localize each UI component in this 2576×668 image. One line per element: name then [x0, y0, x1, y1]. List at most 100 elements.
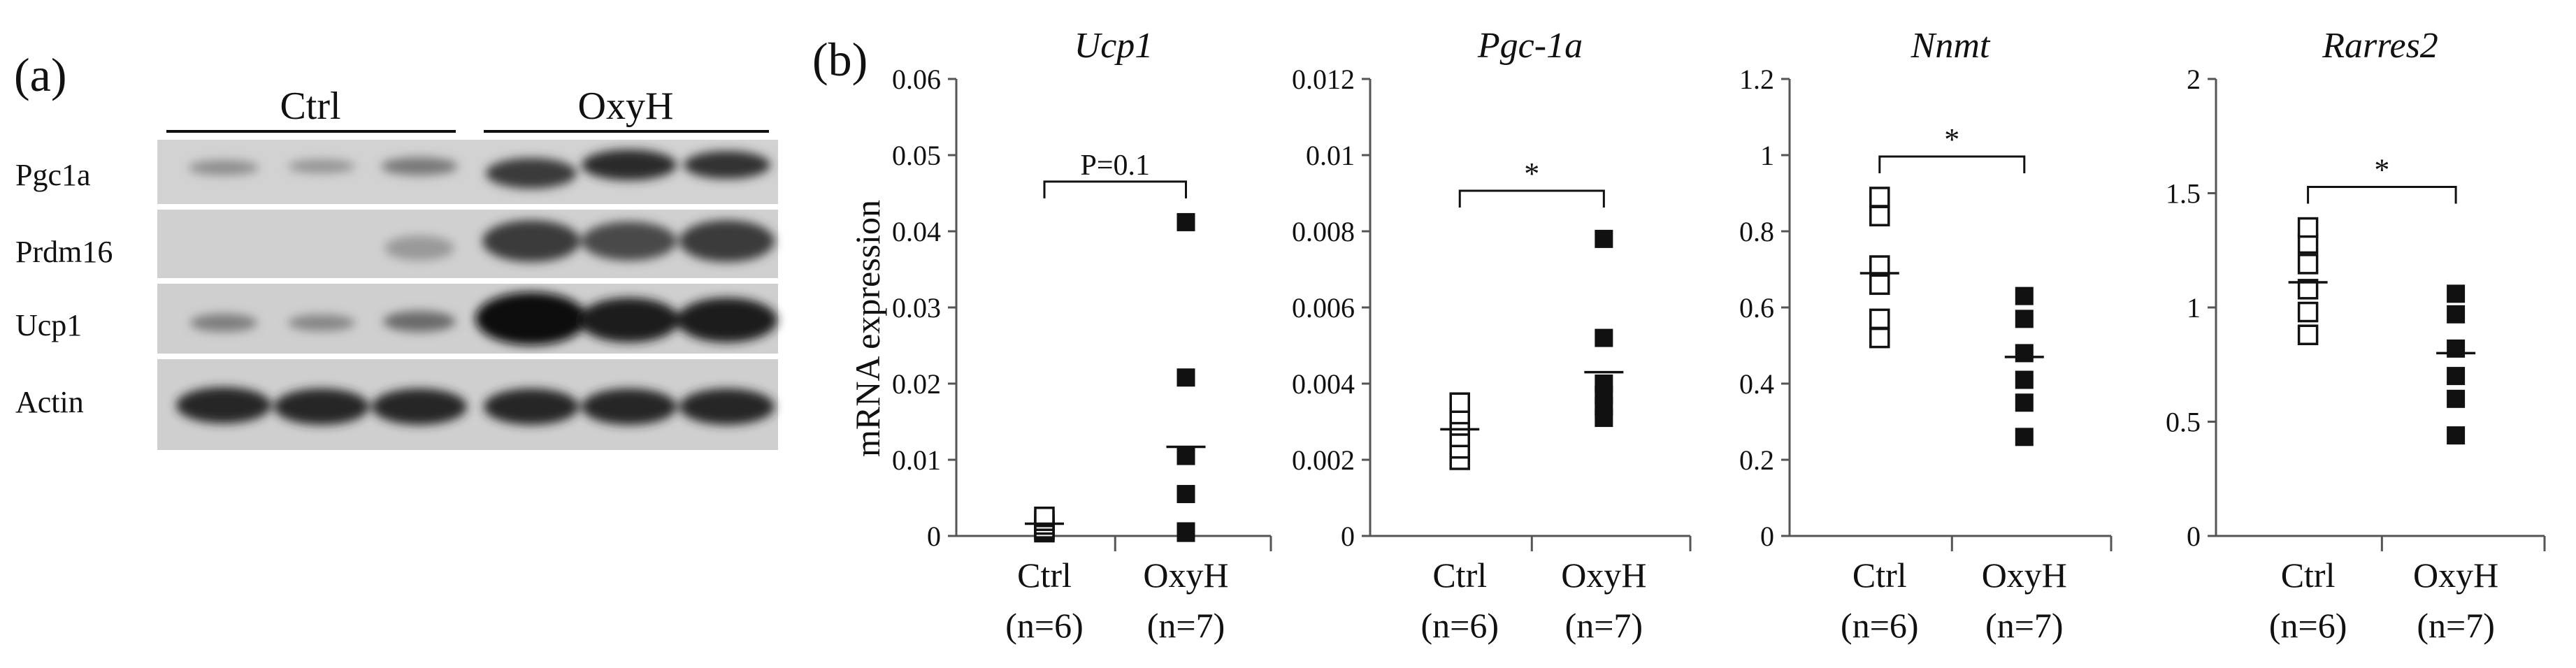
y-tick-label: 0.008	[1292, 216, 1355, 247]
category-n-label: (n=6)	[1420, 606, 1499, 645]
category-n-label: (n=7)	[1565, 606, 1643, 645]
significance-label: *	[1524, 157, 1539, 191]
panel-b-label: (b)	[812, 33, 868, 86]
category-label: OxyH	[2413, 556, 2498, 595]
data-point-open-square	[2297, 254, 2319, 275]
y-tick-label: 0	[1341, 521, 1355, 552]
data-point-filled-square	[1177, 522, 1195, 541]
y-axis-label: mRNA expression	[848, 200, 887, 457]
band	[176, 387, 271, 423]
band	[189, 160, 259, 175]
blot-row-label-pgc1a: Pgc1a	[15, 158, 91, 192]
significance-label: P=0.1	[1080, 150, 1150, 182]
significance-bracket	[1458, 189, 1605, 208]
significance-label: *	[1944, 122, 1959, 157]
western-blot-panel: (a) Ctrl OxyH Pgc1a Prdm16 Ucp1 Actin	[14, 48, 778, 450]
y-tick-label: 0.002	[1292, 444, 1355, 476]
data-point-open-square	[1869, 205, 1890, 226]
data-point-open-square	[2297, 217, 2319, 238]
blot-row-label-actin: Actin	[15, 385, 84, 419]
y-tick-label: 1	[1760, 140, 1774, 171]
y-tick-label: 0	[927, 521, 941, 552]
data-point-filled-square	[2015, 393, 2034, 412]
band	[579, 298, 679, 342]
y-tick-label: 2	[2187, 64, 2201, 95]
y-tick-label: 0	[1760, 521, 1774, 552]
y-tick-label: 0.2	[1739, 444, 1774, 476]
significance-bracket	[2307, 186, 2457, 204]
chart-ucp1: 0 0.01 0.02 0.03 0.04 0.05 0.06 Ucp1 Ctrl (n=6) Ox…	[892, 26, 1272, 645]
y-tick-label: 0.01	[892, 444, 941, 476]
band	[679, 220, 775, 262]
category-n-label: (n=6)	[2269, 606, 2347, 645]
data-point-filled-square	[2447, 339, 2466, 358]
data-point-filled-square	[2447, 305, 2466, 324]
significance-label: *	[2374, 153, 2389, 187]
chart-rarres2: 0 0.5 1 1.5 2 Rarres2 Ctrl (n=6) OxyH (n=7) *	[2166, 26, 2546, 645]
band	[679, 389, 775, 425]
category-label: OxyH	[1143, 556, 1228, 595]
data-point-filled-square	[1177, 446, 1195, 465]
significance-bracket	[1878, 155, 2026, 173]
significance-bracket	[1043, 180, 1187, 198]
band	[684, 151, 770, 179]
y-tick-label: 0.06	[892, 64, 941, 95]
category-n-label: (n=6)	[1005, 606, 1084, 645]
band	[274, 389, 369, 425]
category-n-label: (n=6)	[1841, 606, 1919, 645]
y-tick-label: 0.4	[1739, 368, 1774, 400]
band	[486, 158, 577, 189]
band	[372, 389, 467, 425]
data-point-filled-square	[2015, 286, 2034, 305]
y-tick-label: 1.5	[2166, 178, 2201, 210]
data-point-filled-square	[1595, 328, 1613, 347]
chart-title: Rarres2	[2322, 26, 2438, 66]
band	[582, 389, 677, 425]
band	[484, 389, 579, 425]
data-point-open-square	[2297, 324, 2319, 345]
y-tick-label: 1	[2187, 292, 2201, 324]
y-tick-label: 0.004	[1292, 368, 1355, 400]
data-point-filled-square	[2447, 389, 2466, 408]
data-point-open-square	[2297, 301, 2319, 323]
band	[288, 159, 355, 173]
y-tick-label: 0	[2187, 521, 2201, 552]
category-n-label: (n=7)	[2417, 606, 2495, 645]
data-point-filled-square	[1177, 485, 1195, 504]
data-point-filled-square	[2447, 284, 2466, 303]
chart-pgc-1a: 0 0.002 0.004 0.006 0.008 0.01 0.012 Pgc-1a Ctrl…	[1292, 26, 1692, 645]
y-tick-label: 0.01	[1306, 140, 1355, 171]
band	[384, 235, 454, 261]
blot-strip-pgc1a	[157, 140, 778, 204]
y-tick-label: 0.04	[892, 216, 941, 247]
data-point-filled-square	[1595, 375, 1613, 393]
chart-title: Ucp1	[1074, 26, 1153, 66]
data-point-filled-square	[2015, 344, 2034, 363]
blot-strip-prdm16	[157, 210, 778, 278]
blot-row-label-prdm16: Prdm16	[15, 235, 113, 269]
scatter-charts: 0 0.01 0.02 0.03 0.04 0.05 0.06 Ucp1 Ctrl (n=6) Ox…	[892, 26, 2546, 645]
y-tick-label: 1.2	[1739, 64, 1774, 95]
category-label: Ctrl	[1017, 556, 1072, 595]
y-tick-label: 0.006	[1292, 292, 1355, 324]
data-point-filled-square	[2015, 428, 2034, 446]
category-label: OxyH	[1982, 556, 2067, 595]
chart-title: Nnmt	[1911, 26, 1991, 66]
blot-strip-ucp1	[157, 284, 778, 354]
ctrl-group-label: Ctrl	[280, 85, 340, 128]
category-n-label: (n=7)	[1147, 606, 1225, 645]
category-label: OxyH	[1561, 556, 1646, 595]
category-label: Ctrl	[1852, 556, 1907, 595]
data-point-filled-square	[1177, 368, 1195, 387]
data-point-open-square	[1869, 274, 1890, 296]
y-tick-label: 0.6	[1739, 292, 1774, 324]
band	[582, 222, 677, 261]
band	[582, 150, 677, 180]
data-point-open-square	[1869, 327, 1890, 349]
data-point-filled-square	[2447, 367, 2466, 386]
y-tick-label: 0.5	[2166, 407, 2201, 438]
y-tick-label: 0.012	[1292, 64, 1355, 95]
category-n-label: (n=7)	[1985, 606, 2064, 645]
data-point-filled-square	[2447, 426, 2466, 445]
band	[381, 157, 458, 175]
